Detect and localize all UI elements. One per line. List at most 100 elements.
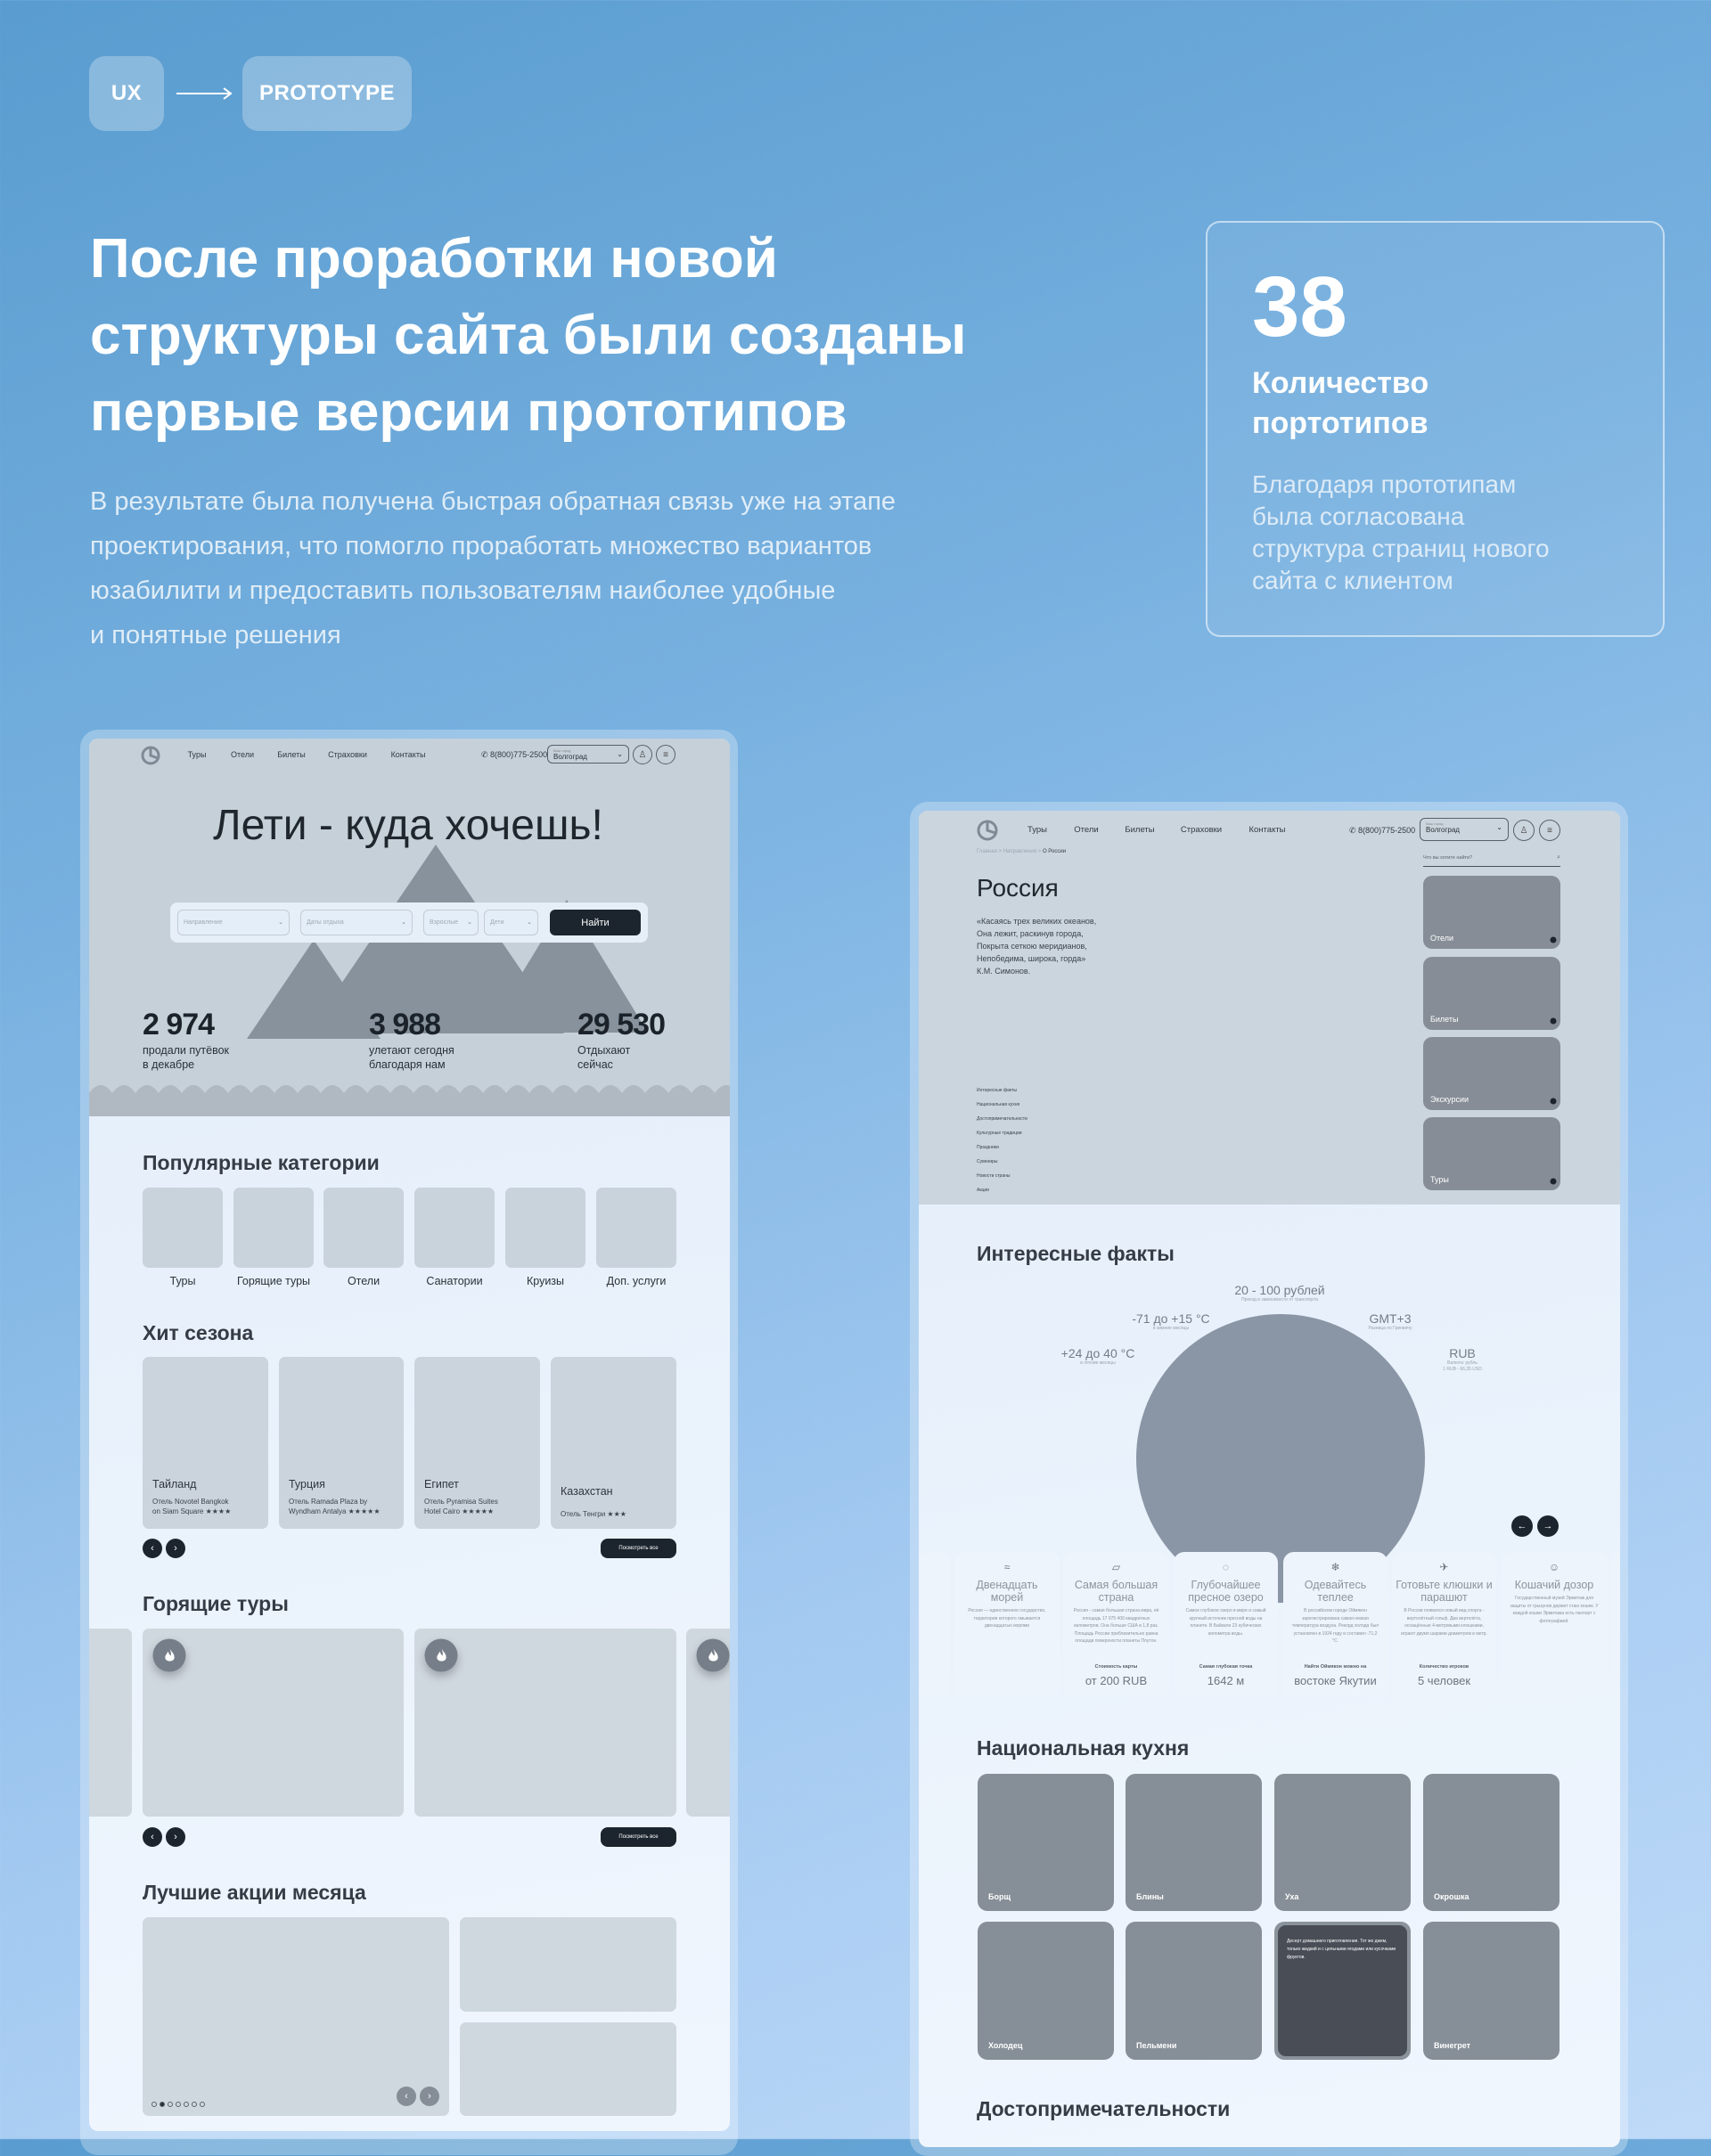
adults-field[interactable]: Взрослые ⌄ [423,910,479,935]
anchor-link[interactable]: Праздники [977,1145,999,1150]
anchor-link[interactable]: Национальная кухня [977,1102,1020,1107]
cuisine-card[interactable]: Блины [1126,1774,1262,1911]
carousel-dot[interactable] [192,2102,197,2107]
category-label[interactable]: Отели [347,1275,381,1287]
next-arrow-button[interactable]: › [166,1539,185,1558]
anchor-link[interactable]: Культурные традиции [977,1131,1022,1136]
fact-text: Россия - самая большая страна мира, её п… [1073,1608,1159,1644]
hot-tour-card[interactable] [686,1629,730,1817]
side-category-card[interactable]: Отели [1423,876,1560,949]
category-label[interactable]: Санатории [426,1275,483,1287]
dates-field[interactable]: Даты отдыха ⌄ [300,910,413,935]
nav-link[interactable]: Страховки [328,750,367,759]
anchor-link[interactable]: Акции [977,1188,989,1193]
hot-tour-card[interactable] [143,1629,404,1817]
destination-field[interactable]: Направление ⌄ [177,910,290,935]
search-button[interactable]: Найти [550,910,641,935]
breadcrumb-item[interactable]: Главная [977,849,997,854]
anchor-link[interactable]: Сувениры [977,1159,998,1164]
nav-link[interactable]: Туры [1027,825,1048,835]
nav-link[interactable]: Билеты [1125,825,1155,835]
category-label[interactable]: Доп. услуги [606,1275,667,1287]
nav-link[interactable]: Контакты [390,750,426,759]
fact-card[interactable]: ◌ Глубочайшее пресное озеро Самое глубокое … [1174,1552,1278,1697]
category-card[interactable] [233,1188,314,1268]
category-card[interactable] [414,1188,495,1268]
cuisine-card-hover[interactable]: Десерт домашнего приготовления. Тот же д… [1274,1922,1411,2060]
view-all-hot-button[interactable]: Посмотреть все [601,1827,676,1847]
cuisine-card[interactable]: Холодец [978,1922,1114,2060]
fact-card-partial[interactable] [1611,1552,1620,1697]
chevron-down-icon: ⌄ [527,919,532,926]
hit-card[interactable]: Казахстан Отель Тенгри ★★★ [551,1357,676,1529]
category-card[interactable] [323,1188,404,1268]
fact-card[interactable]: ☺ Кошачий дозор Государственный музей Эрми… [1502,1552,1607,1697]
category-label[interactable]: Круизы [526,1275,565,1287]
carousel-dot[interactable] [176,2102,181,2107]
hot-tour-card[interactable] [89,1629,132,1817]
cuisine-card[interactable]: Пельмени [1126,1922,1262,2060]
fact-card[interactable]: ≈ Двенадцать морей Россия — единственное го… [954,1552,1060,1697]
fact-card-partial[interactable] [919,1552,950,1697]
side-category-card[interactable]: Билеты [1423,957,1560,1030]
nav-link[interactable]: Контакты [1248,825,1286,835]
fact-card[interactable]: ❄ Одевайтесь теплее В российском городе Ойм… [1283,1552,1388,1697]
city-select[interactable]: Ваш город Волгоград ⌄ [547,745,629,764]
anchor-link[interactable]: Интересные факты [977,1088,1017,1093]
category-label[interactable]: Туры [169,1275,196,1287]
fact-card[interactable]: ▱ Самая большая страна Россия - самая больш… [1063,1552,1169,1697]
category-card[interactable] [505,1188,585,1268]
promo-card[interactable] [460,1917,676,2012]
facts-prev-button[interactable]: ← [1511,1515,1533,1537]
phone-link[interactable]: ✆ 8(800)775-2500 [1349,826,1416,835]
prev-arrow-button[interactable]: ‹ [143,1827,162,1847]
carousel-dot[interactable] [168,2102,173,2107]
cuisine-card[interactable]: Винегрет [1423,1922,1560,2060]
phone-link[interactable]: ✆ 8(800)775-2500 [481,750,548,759]
logo-icon[interactable] [141,746,160,765]
side-category-card[interactable]: Туры [1423,1117,1560,1190]
fact-card[interactable]: ✈ Готовьте клюшки и парашют В России появил… [1392,1552,1496,1697]
site-search-input[interactable]: Что вы хотите найти? ⌕ [1423,854,1560,867]
promo-card[interactable] [460,2022,676,2116]
carousel-dot[interactable] [160,2102,165,2107]
nav-link[interactable]: Страховки [1180,825,1223,835]
category-card[interactable] [596,1188,676,1268]
anchor-link[interactable]: Достопримечательности [977,1116,1027,1122]
field-placeholder: Направление [184,919,223,926]
fact-title: Глубочайшее пресное озеро [1174,1579,1278,1604]
user-icon[interactable]: ♙ [633,745,652,764]
side-category-card[interactable]: Экскурсии [1423,1037,1560,1110]
view-all-hits-button[interactable]: Посмотреть все [601,1539,676,1558]
city-select[interactable]: Ваш город Волгоград ⌄ [1420,818,1509,841]
promo-main-card[interactable] [143,1917,449,2116]
promo-next-button[interactable]: › [420,2087,439,2106]
hot-tour-card[interactable] [414,1629,676,1817]
logo-icon[interactable] [977,820,998,841]
promo-prev-button[interactable]: ‹ [397,2087,416,2106]
category-label[interactable]: Горящие туры [236,1275,311,1287]
anchor-link[interactable]: Новости страны [977,1173,1011,1179]
prev-arrow-button[interactable]: ‹ [143,1539,162,1558]
user-icon[interactable]: ♙ [1513,820,1535,841]
carousel-dot[interactable] [200,2102,205,2107]
breadcrumb-item[interactable]: Направления [1003,849,1037,854]
nav-link[interactable]: Туры [187,750,207,759]
carousel-dot[interactable] [184,2102,189,2107]
next-arrow-button[interactable]: › [166,1827,185,1847]
children-field[interactable]: Дети ⌄ [484,910,538,935]
menu-icon[interactable]: ≡ [1539,820,1560,841]
menu-icon[interactable]: ≡ [656,745,675,764]
hit-card[interactable]: Тайланд Отель Novotel Bangkok on Siam Squa… [143,1357,268,1529]
nav-link[interactable]: Отели [1074,825,1099,835]
hit-card[interactable]: Турция Отель Ramada Plaza by Wyndham Antal… [279,1357,404,1529]
carousel-dot[interactable] [151,2102,157,2107]
cuisine-card[interactable]: Борщ [978,1774,1114,1911]
cuisine-card[interactable]: Окрошка [1423,1774,1560,1911]
category-card[interactable] [143,1188,223,1268]
nav-link[interactable]: Отели [230,750,255,759]
cuisine-card[interactable]: Уха [1274,1774,1411,1911]
nav-link[interactable]: Билеты [277,750,306,759]
hit-card[interactable]: Египет Отель Pyramisa Suites Hotel Cairo ★… [414,1357,540,1529]
facts-next-button[interactable]: → [1537,1515,1559,1537]
